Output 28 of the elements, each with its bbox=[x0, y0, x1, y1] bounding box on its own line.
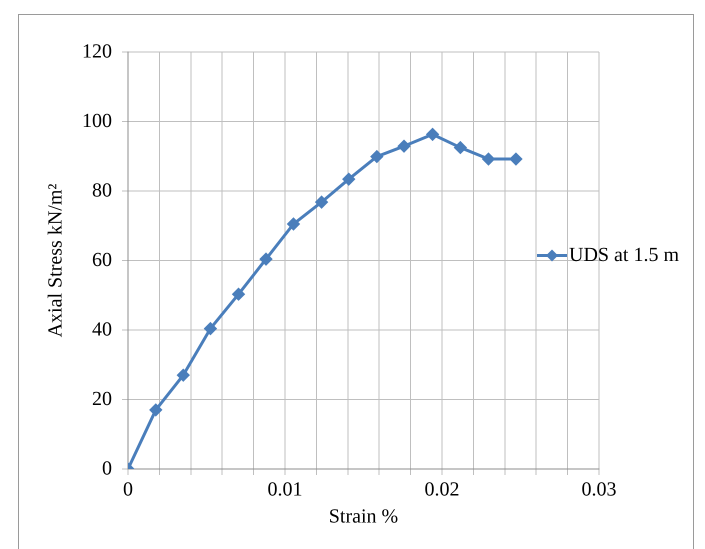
point bbox=[398, 140, 411, 153]
y-tick-label: 60 bbox=[92, 248, 112, 271]
y-tick-label: 0 bbox=[102, 457, 112, 480]
y-tick-label: 80 bbox=[92, 179, 112, 202]
x-tick-label: 0.01 bbox=[268, 478, 302, 500]
y-tick-label: 20 bbox=[92, 388, 112, 410]
point bbox=[482, 152, 495, 166]
point bbox=[509, 152, 522, 166]
point bbox=[454, 141, 467, 154]
point bbox=[176, 368, 190, 382]
point bbox=[426, 128, 440, 141]
point bbox=[232, 288, 246, 301]
legend-label: UDS at 1.5 m bbox=[569, 244, 680, 266]
point bbox=[149, 403, 162, 416]
y-axis-title: Axial Stress kN/m² bbox=[44, 184, 66, 338]
y-tick-label: 120 bbox=[82, 40, 112, 62]
x-tick-label: 0 bbox=[123, 478, 133, 500]
point bbox=[286, 218, 300, 231]
point bbox=[260, 252, 273, 266]
x-axis-title: Strain % bbox=[328, 505, 398, 528]
x-tick-label: 0.03 bbox=[582, 478, 616, 500]
y-tick-label: 40 bbox=[92, 318, 112, 340]
point bbox=[204, 322, 217, 336]
y-tick-label: 100 bbox=[82, 110, 112, 132]
point bbox=[315, 196, 328, 209]
point bbox=[370, 150, 384, 164]
x-tick-label: 0.02 bbox=[424, 478, 460, 500]
point bbox=[342, 172, 356, 186]
